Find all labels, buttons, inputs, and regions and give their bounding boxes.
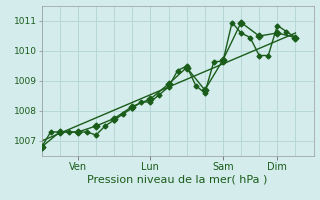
X-axis label: Pression niveau de la mer( hPa ): Pression niveau de la mer( hPa ) [87,174,268,184]
